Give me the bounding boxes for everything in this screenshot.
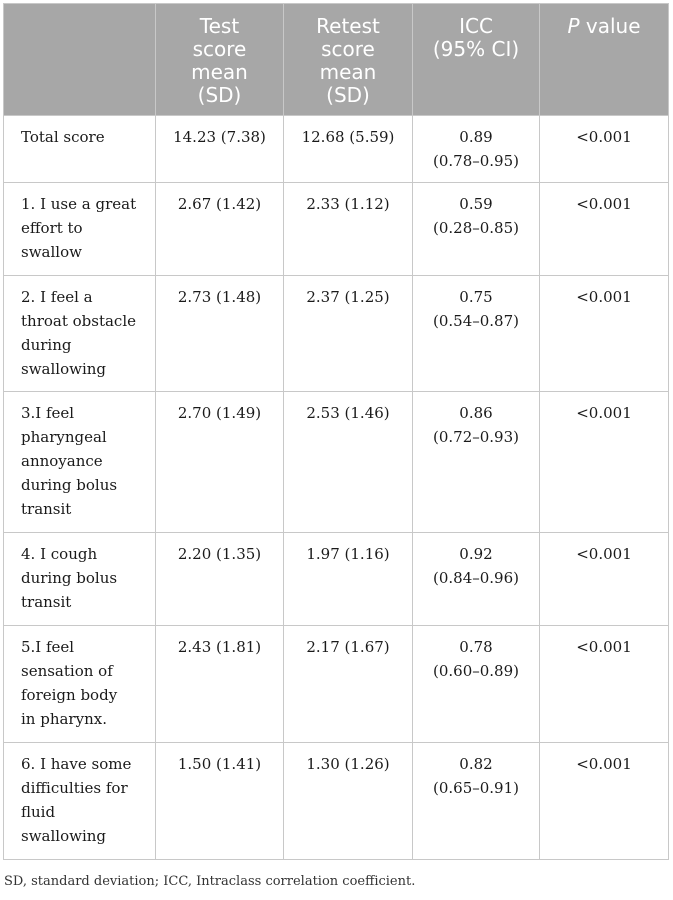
header-retest-score: Retest score mean (SD) xyxy=(283,3,413,116)
row-test-score: 2.20 (1.35) xyxy=(155,532,284,626)
row-test-score: 2.67 (1.42) xyxy=(155,182,284,276)
results-table: Test score mean (SD) Retest score mean (… xyxy=(3,3,669,860)
table-row: 6. I have some difficulties for fluid sw… xyxy=(3,742,669,860)
row-p-value: <0.001 xyxy=(539,182,669,276)
table-row: 3.I feel pharyngeal annoyance during bol… xyxy=(3,391,669,533)
header-item xyxy=(3,3,156,116)
row-p-value: <0.001 xyxy=(539,115,669,183)
row-test-score: 14.23 (7.38) xyxy=(155,115,284,183)
row-item: 4. I cough during bolus transit xyxy=(3,532,156,626)
row-p-value: <0.001 xyxy=(539,742,669,860)
row-item: Total score xyxy=(3,115,156,183)
row-test-score: 2.43 (1.81) xyxy=(155,625,284,743)
table-row: Total score 14.23 (7.38) 12.68 (5.59) 0.… xyxy=(3,115,669,183)
row-retest-score: 1.30 (1.26) xyxy=(283,742,413,860)
row-test-score: 2.73 (1.48) xyxy=(155,275,284,392)
row-icc: 0.92 (0.84–0.96) xyxy=(412,532,540,626)
row-item: 6. I have some difficulties for fluid sw… xyxy=(3,742,156,860)
row-item: 1. I use a great effort to swallow xyxy=(3,182,156,276)
row-icc: 0.82 (0.65–0.91) xyxy=(412,742,540,860)
row-retest-score: 1.97 (1.16) xyxy=(283,532,413,626)
table-row: 4. I cough during bolus transit 2.20 (1.… xyxy=(3,532,669,626)
row-p-value: <0.001 xyxy=(539,391,669,533)
row-item: 2. I feel a throat obstacle during swall… xyxy=(3,275,156,392)
header-test-score: Test score mean (SD) xyxy=(155,3,284,116)
table-footnote: SD, standard deviation; ICC, Intraclass … xyxy=(4,874,416,889)
row-p-value: <0.001 xyxy=(539,625,669,743)
header-p-italic: P xyxy=(567,14,580,38)
row-p-value: <0.001 xyxy=(539,275,669,392)
row-icc: 0.78 (0.60–0.89) xyxy=(412,625,540,743)
table-row: 2. I feel a throat obstacle during swall… xyxy=(3,275,669,392)
row-retest-score: 2.53 (1.46) xyxy=(283,391,413,533)
header-p-value: P value xyxy=(539,3,669,116)
row-icc: 0.89 (0.78–0.95) xyxy=(412,115,540,183)
row-test-score: 2.70 (1.49) xyxy=(155,391,284,533)
header-icc: ICC (95% CI) xyxy=(412,3,540,116)
row-retest-score: 2.33 (1.12) xyxy=(283,182,413,276)
row-test-score: 1.50 (1.41) xyxy=(155,742,284,860)
header-row: Test score mean (SD) Retest score mean (… xyxy=(3,3,669,116)
table-row: 1. I use a great effort to swallow 2.67 … xyxy=(3,182,669,276)
row-retest-score: 12.68 (5.59) xyxy=(283,115,413,183)
row-p-value: <0.001 xyxy=(539,532,669,626)
header-p-rest: value xyxy=(579,14,641,38)
row-retest-score: 2.37 (1.25) xyxy=(283,275,413,392)
row-icc: 0.75 (0.54–0.87) xyxy=(412,275,540,392)
row-retest-score: 2.17 (1.67) xyxy=(283,625,413,743)
row-item: 3.I feel pharyngeal annoyance during bol… xyxy=(3,391,156,533)
row-item: 5.I feel sensation of foreign body in ph… xyxy=(3,625,156,743)
table-row: 5.I feel sensation of foreign body in ph… xyxy=(3,625,669,743)
row-icc: 0.86 (0.72–0.93) xyxy=(412,391,540,533)
row-icc: 0.59 (0.28–0.85) xyxy=(412,182,540,276)
